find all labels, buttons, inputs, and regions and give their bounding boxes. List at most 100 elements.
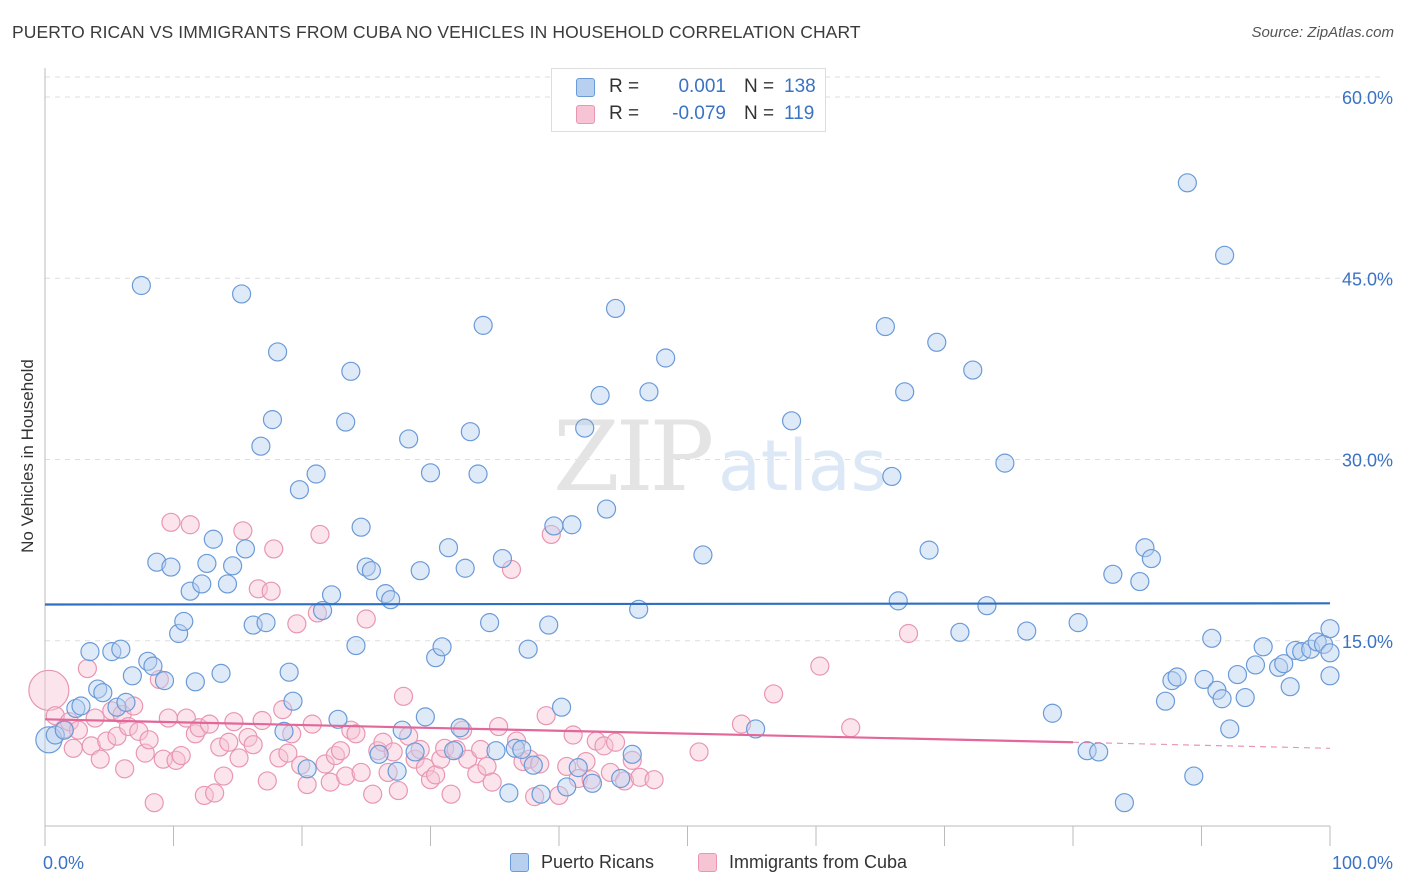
data-point-puerto-rican [622, 744, 642, 764]
data-point-puerto-rican [544, 516, 564, 536]
data-point-cuba [458, 749, 478, 769]
data-point-puerto-rican [217, 574, 238, 594]
data-point-cuba [346, 724, 366, 744]
data-point-puerto-rican [518, 639, 538, 659]
data-point-puerto-rican [473, 315, 493, 335]
data-point-cuba [482, 772, 502, 792]
trend-line-cuba [44, 718, 1074, 744]
data-point-puerto-rican [415, 707, 435, 727]
n-value: 119 [784, 103, 815, 124]
data-point-puerto-rican [557, 777, 577, 797]
data-point-puerto-rican [180, 581, 200, 601]
data-point-cuba [224, 712, 244, 732]
data-point-puerto-rican [223, 556, 243, 576]
data-point-puerto-rican [568, 758, 588, 778]
legend-item-immigrants-from-cuba[interactable]: Immigrants from Cuba [698, 852, 907, 873]
legend-item-puerto-ricans[interactable]: Puerto Ricans [510, 852, 654, 873]
data-point-puerto-rican [351, 517, 371, 537]
y-tick-label: 15.0% [1342, 632, 1393, 652]
r-label: R = [609, 103, 640, 124]
y-tick-label: 30.0% [1342, 451, 1393, 471]
data-point-puerto-rican [116, 692, 136, 712]
data-point-cuba [330, 741, 351, 761]
source-label: Source: ZipAtlas.com [1251, 24, 1394, 41]
data-point-cuba [81, 736, 101, 756]
r-label: R = [609, 76, 640, 97]
data-point-puerto-rican [1184, 766, 1204, 786]
data-point-puerto-rican [1103, 564, 1123, 584]
data-point-cuba [205, 783, 225, 803]
data-point-puerto-rican [1268, 657, 1289, 677]
data-point-puerto-rican [399, 429, 419, 449]
data-point-puerto-rican [539, 615, 559, 635]
data-point-cuba [644, 770, 664, 790]
data-point-puerto-rican [1177, 173, 1197, 193]
data-point-puerto-rican [375, 584, 396, 604]
data-point-puerto-rican [1212, 689, 1232, 709]
data-point-puerto-rican [174, 611, 194, 632]
data-point-puerto-rican [1130, 571, 1150, 592]
data-point-puerto-rican [279, 662, 299, 682]
data-point-cuba [373, 732, 393, 752]
data-point-puerto-rican [460, 422, 480, 442]
data-point-puerto-rican [405, 742, 425, 762]
data-point-puerto-rican [746, 719, 766, 739]
data-point-puerto-rican [438, 538, 459, 558]
data-point-cuba [144, 793, 164, 813]
data-point-cuba [297, 774, 317, 795]
legend-row-immigrants-from-cuba: R = -0.079 N = 119 [576, 102, 814, 126]
data-point-puerto-rican [267, 342, 288, 362]
data-point-puerto-rican [562, 515, 582, 535]
data-point-puerto-rican [1017, 621, 1037, 641]
data-point-cuba [763, 684, 784, 704]
chart-title: PUERTO RICAN VS IMMIGRANTS FROM CUBA NO … [12, 22, 861, 42]
legend-swatch-pink [576, 104, 595, 124]
data-point-puerto-rican [274, 721, 294, 741]
data-point-puerto-rican [328, 709, 348, 729]
data-point-puerto-rican [361, 561, 381, 581]
data-point-puerto-rican [512, 739, 532, 760]
data-point-puerto-rican [122, 666, 142, 686]
data-point-cuba [336, 766, 356, 786]
data-point-puerto-rican [1274, 654, 1294, 674]
data-point-puerto-rican [336, 412, 356, 432]
data-point-puerto-rican [1301, 639, 1321, 659]
data-point-puerto-rican [611, 768, 631, 789]
data-point-cuba [471, 739, 491, 760]
data-point-cuba [489, 716, 509, 737]
x-tick-label: 0.0% [43, 853, 84, 873]
data-point-puerto-rican [1320, 643, 1340, 663]
data-point-puerto-rican [283, 691, 303, 711]
data-point-puerto-rican [381, 590, 401, 610]
data-point-puerto-rican [211, 663, 231, 683]
data-point-puerto-rican [131, 275, 151, 296]
data-point-cuba [310, 524, 330, 545]
data-point-cuba [600, 762, 621, 783]
data-point-cuba [630, 767, 650, 787]
data-point-puerto-rican [950, 622, 970, 642]
data-point-cuba [415, 758, 435, 778]
data-point-cuba [594, 736, 614, 756]
data-point-puerto-rican [590, 385, 610, 406]
data-point-cuba [410, 739, 430, 760]
data-point-puerto-rican [551, 697, 572, 717]
data-point-puerto-rican [888, 591, 908, 611]
data-point-cuba [453, 720, 473, 740]
data-point-puerto-rican [161, 557, 181, 577]
data-point-cuba [261, 581, 281, 601]
correlation-legend: R = 0.001 N = 138 R = -0.079 N = 119 [551, 68, 826, 132]
data-point-puerto-rican [1320, 619, 1340, 639]
data-point-puerto-rican [596, 499, 617, 519]
data-point-puerto-rican [963, 360, 983, 380]
data-point-puerto-rican [1194, 669, 1214, 690]
data-point-cuba [363, 784, 383, 804]
data-point-puerto-rican [693, 545, 713, 565]
y-tick-label: 45.0% [1342, 269, 1393, 289]
data-point-puerto-rican [486, 741, 506, 761]
watermark: ZIP atlas [553, 401, 887, 513]
data-point-puerto-rican [341, 361, 361, 381]
legend-swatch-blue [510, 853, 529, 872]
data-point-cuba [219, 732, 239, 752]
data-point-puerto-rican [1042, 703, 1063, 723]
data-point-cuba [171, 745, 191, 766]
